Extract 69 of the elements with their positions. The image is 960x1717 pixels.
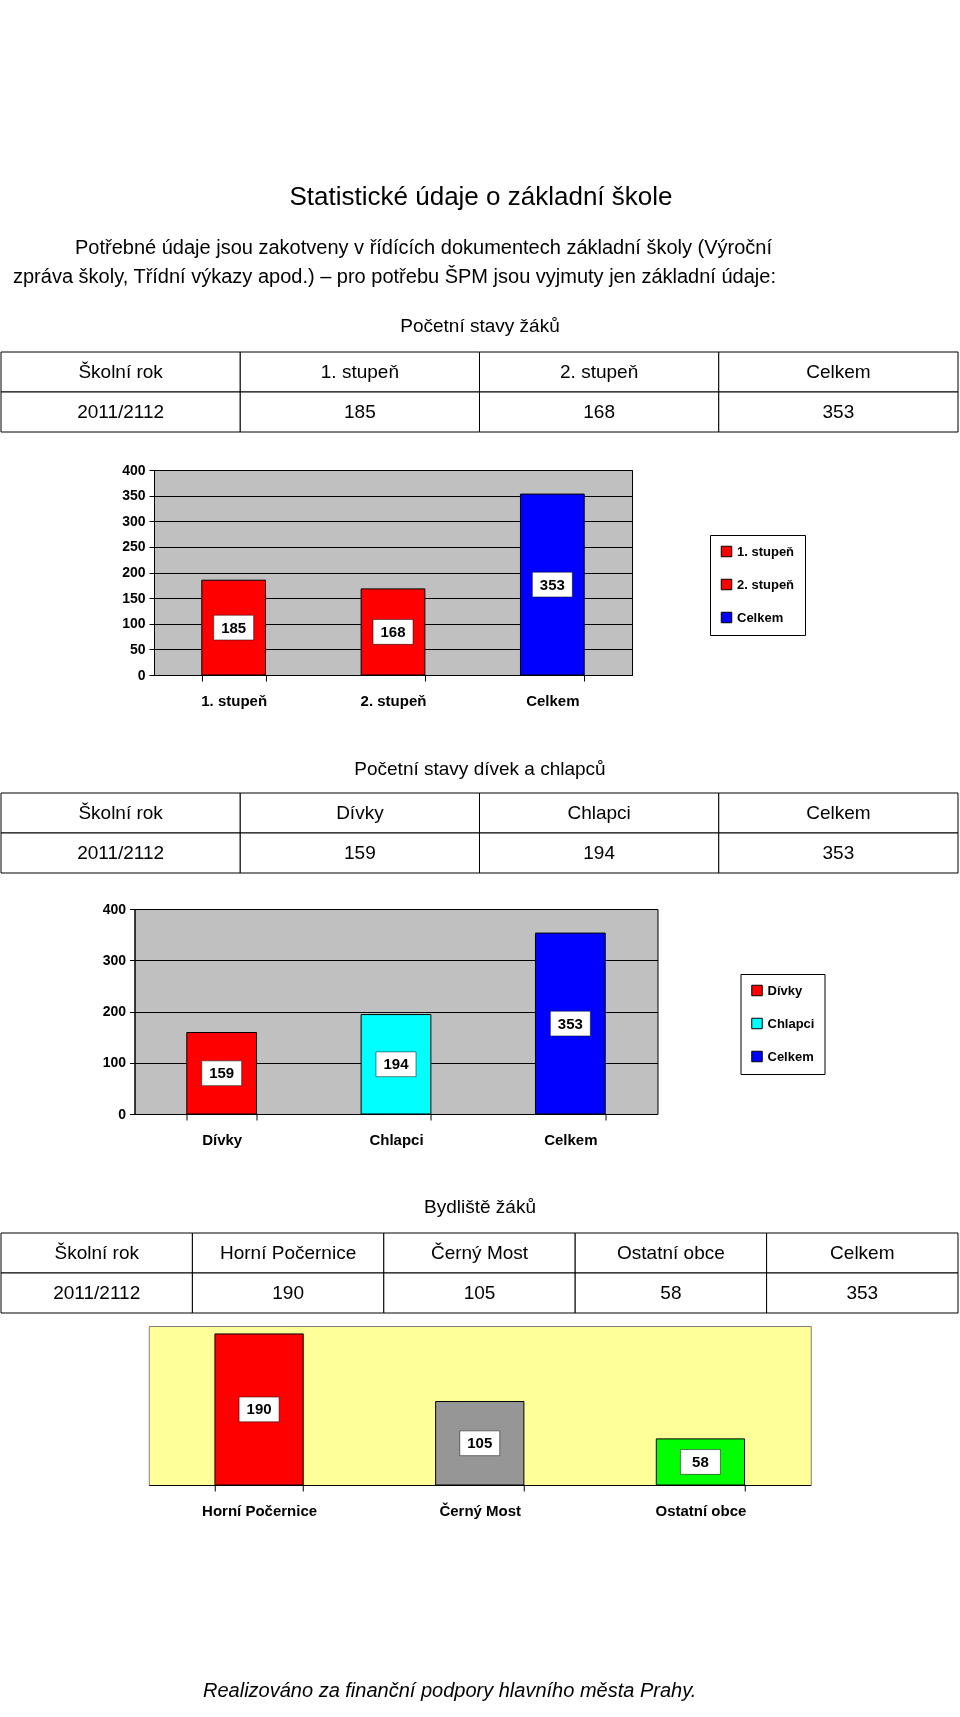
- data-label: 105: [463, 1282, 496, 1303]
- category-label: Chlapci: [567, 802, 631, 823]
- chart-title: Bydliště žáků: [424, 1196, 536, 1217]
- legend-label: Celkem: [767, 1048, 814, 1064]
- data-label: 353: [557, 1014, 583, 1032]
- data-label: 159: [209, 1064, 235, 1082]
- category-label: Horní Počernice: [202, 1501, 318, 1519]
- y-tick-label: 100: [122, 615, 146, 632]
- y-tick-label: 350: [122, 487, 146, 504]
- x-tick-label: Celkem: [544, 1130, 598, 1148]
- x-tick-label: Dívky: [202, 1130, 243, 1148]
- data-label: 58: [660, 1282, 682, 1303]
- text: Školní rok: [78, 361, 164, 382]
- y-tick-label: 50: [129, 640, 146, 657]
- category-label: Celkem: [806, 361, 871, 382]
- y-tick-label: 100: [102, 1054, 127, 1071]
- x-tick-label: 2. stupeň: [360, 691, 427, 709]
- annotation: 58: [692, 1452, 709, 1470]
- data-label: 190: [272, 1282, 304, 1303]
- x-tick-label: Celkem: [526, 691, 580, 709]
- category-label: Ostatní obce: [655, 1501, 747, 1519]
- data-label: 194: [383, 1055, 410, 1073]
- y-tick-label: 0: [137, 666, 146, 683]
- text: Potřebné údaje jsou zakotveny v řídících dokumentech základní školy (Výroční zpráva školy, Třídní výkazy apod.) – pro potřebu ŠPM jsou vyjmuty jen základní údaje:: [13, 236, 776, 287]
- y-tick-label: 200: [102, 1003, 127, 1019]
- category-label: 1. stupeň: [320, 361, 399, 382]
- text: Statistické údaje o základní škole: [289, 181, 673, 211]
- y-tick-label: 300: [102, 951, 127, 968]
- text: 159: [344, 842, 376, 863]
- x-tick-label: Ostatní obce: [617, 1242, 725, 1263]
- text: Školní rok: [54, 1242, 140, 1263]
- x-tick-label: Chlapci: [369, 1130, 424, 1148]
- legend-label: Dívky: [767, 982, 803, 998]
- y-tick-label: 300: [122, 512, 146, 529]
- legend-label: Chlapci: [767, 1015, 815, 1031]
- text: Realizováno za finanční podpory hlavního města Prahy.: [203, 1679, 697, 1701]
- annotation: 190: [246, 1400, 272, 1418]
- text: 353: [846, 1282, 879, 1303]
- y-tick-label: 400: [122, 461, 146, 478]
- text: 2011/2112: [77, 842, 165, 863]
- x-tick-label: Černý Most: [430, 1242, 529, 1263]
- category-label: Celkem: [806, 802, 871, 823]
- text: 353: [822, 842, 855, 863]
- chart-title: Početní stavy dívek a chlapců: [354, 758, 606, 779]
- y-tick-label: 250: [122, 538, 146, 555]
- data-label: 168: [380, 622, 406, 640]
- text: 2011/2112: [53, 1282, 141, 1303]
- x-tick-label: 1. stupeň: [201, 691, 268, 709]
- text: 185: [344, 401, 376, 422]
- text: Školní rok: [78, 802, 164, 823]
- chart-title: Početní stavy žáků: [400, 315, 560, 336]
- y-tick-label: 0: [118, 1105, 127, 1122]
- data-label: 353: [539, 575, 565, 593]
- data-label: 185: [221, 618, 247, 636]
- text: 194: [583, 842, 616, 863]
- x-tick-label: Horní Počernice: [219, 1242, 357, 1263]
- y-tick-label: 200: [122, 564, 146, 580]
- legend-label: 2. stupeň: [737, 576, 795, 592]
- y-tick-label: 400: [102, 900, 127, 917]
- legend-label: Celkem: [737, 609, 784, 625]
- legend-label: 1. stupeň: [737, 543, 795, 559]
- text: 168: [583, 401, 615, 422]
- category-label: 2. stupeň: [560, 361, 639, 382]
- y-tick-label: 150: [122, 589, 146, 606]
- text: 353: [822, 401, 855, 422]
- category-label: Dívky: [336, 802, 384, 823]
- text: 2011/2112: [77, 401, 165, 422]
- annotation: 105: [467, 1434, 493, 1452]
- category-label: Černý Most: [439, 1501, 522, 1519]
